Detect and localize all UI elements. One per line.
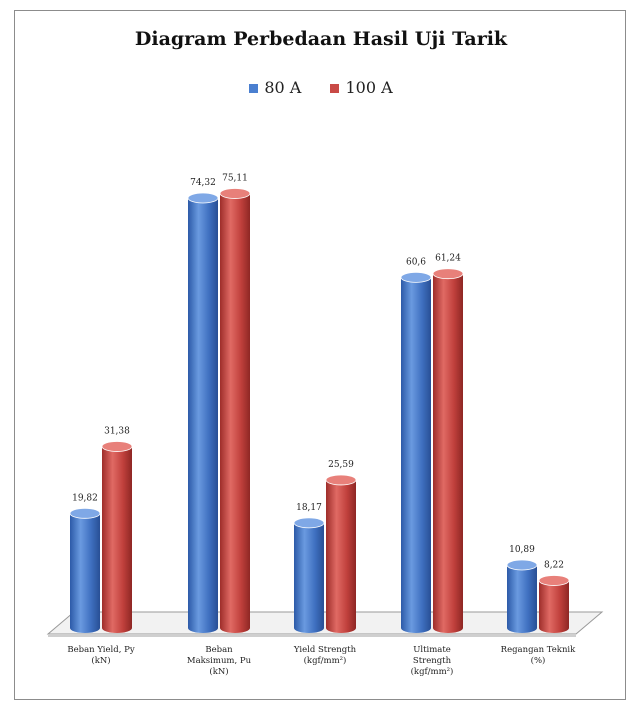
bar-cap [325,474,357,486]
bar-cap [101,441,133,452]
data-label: 61,24 [435,254,461,264]
bar-80a-0 [69,507,101,633]
data-label: 25,59 [328,460,354,470]
legend: 80 A 100 A [0,78,642,97]
data-label: 10,89 [509,545,535,555]
category-label: (kN) [209,666,228,677]
chart-floor [46,611,604,637]
data-label: 19,82 [72,493,98,503]
bar-100a-2 [325,474,357,633]
legend-entry-80a: 80 A [249,78,301,97]
bar-cap [69,507,101,519]
legend-label-100a: 100 A [345,78,393,97]
chart-floor-edge [48,634,576,637]
data-label: 31,38 [104,426,130,436]
bar-cap [400,271,432,283]
bar-80a-2 [293,517,325,633]
bar-cap [432,268,464,280]
category-label: (kgf/mm²) [304,655,347,666]
bar-80a-3 [400,271,432,633]
bar-cap [187,192,219,204]
legend-swatch-100a [330,84,340,93]
bar-body [220,193,250,633]
legend-entry-100a: 100 A [330,78,393,97]
chart-title: Diagram Perbedaan Hasil Uji Tarik [134,28,508,50]
bar-body [433,273,463,633]
bar-body [326,479,356,633]
category-label: Regangan Teknik [501,645,576,655]
category-label: Beban [205,645,233,655]
data-label: 60,6 [406,257,426,267]
bar-body [507,564,537,633]
bar-body [188,198,218,633]
bar-80a-1 [187,192,219,633]
category-label: (%) [531,655,546,666]
bar-body [294,522,324,633]
legend-swatch-80a [249,84,259,93]
category-label: Beban Yield, Py [67,645,134,655]
category-label: (kN) [91,655,110,666]
category-label: Ultimate [413,645,451,655]
category-label: Maksimum, Pu [187,656,252,666]
bar-body [70,513,100,633]
bar-body [539,580,569,633]
data-label: 74,32 [190,178,216,188]
bars-group [69,188,570,633]
category-label: Strength [413,656,452,666]
data-label: 18,17 [296,503,322,513]
legend-label-80a: 80 A [264,78,302,97]
bar-100a-1 [219,188,251,633]
bar-cap [219,188,251,199]
bar-100a-0 [101,441,133,633]
data-label: 75,11 [222,173,248,183]
data-label: 8,22 [544,560,564,570]
bar-cap [293,517,325,529]
bar-100a-3 [432,268,464,633]
bar-cap [538,575,570,586]
bar-80a-4 [506,559,538,633]
category-label: (kgf/mm²) [411,666,454,677]
bar-body [102,446,132,633]
bar-100a-4 [538,575,570,633]
bar-cap [506,559,538,571]
bar-body [401,277,431,633]
category-label: Yield Strength [293,645,357,655]
